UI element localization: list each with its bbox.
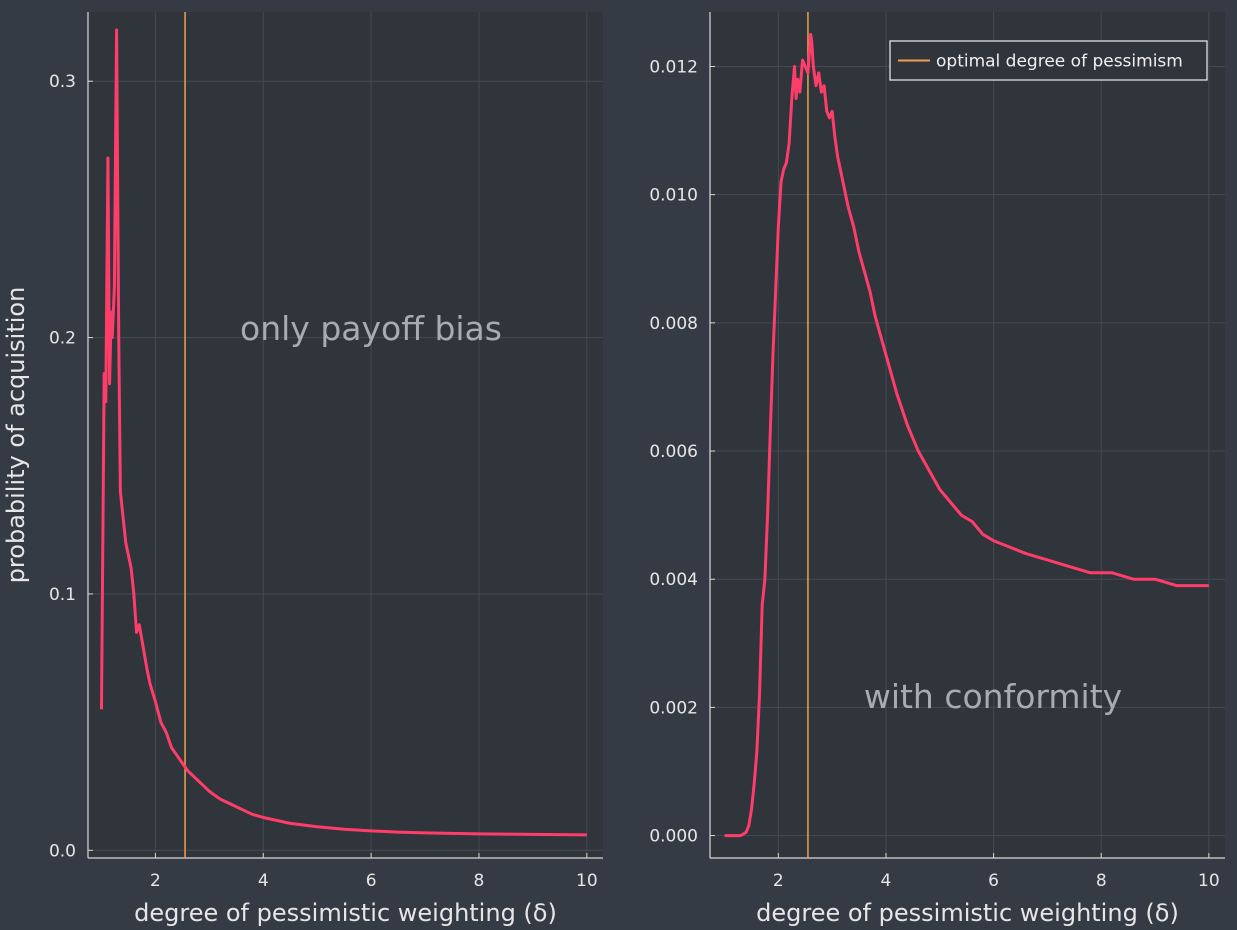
right-y-tick-label: 0.000 [649,827,698,847]
left-y-tick-label: 0.2 [49,329,76,349]
right-x-tick-label: 6 [988,871,999,891]
right-y-tick-label: 0.004 [649,570,698,590]
left-y-tick-label: 0.3 [49,72,76,92]
left-x-tick-label: 2 [150,871,161,891]
left-annotation: only payoff bias [240,309,502,348]
left-plot-panel: 2 4 6 8 10 0.0 0.1 0.2 0.3 only payoff bias degr… [2,12,603,927]
left-x-axis-label: degree of pessimistic weighting (δ) [134,899,557,927]
left-x-tick-label: 6 [366,871,377,891]
right-plot-panel: 2 4 6 8 10 0.000 0.002 0.004 0.006 0.008 0.010 0.01… [649,12,1225,927]
left-x-tick-label: 4 [258,871,269,891]
right-x-tick-label: 8 [1096,871,1107,891]
right-x-tick-label: 10 [1198,871,1220,891]
right-plot-area [710,12,1225,858]
right-tick-labels: 2 4 6 8 10 0.000 0.002 0.004 0.006 0.008 0.010 0.01… [649,57,1219,891]
left-y-tick-label: 0.0 [49,841,76,861]
left-x-tick-label: 8 [474,871,485,891]
legend: optimal degree of pessimism [889,40,1208,81]
left-tick-labels: 2 4 6 8 10 0.0 0.1 0.2 0.3 [49,72,598,891]
right-y-tick-label: 0.012 [649,57,698,77]
left-grid [88,12,603,858]
right-axes [709,12,1225,859]
legend-label: optimal degree of pessimism [936,52,1183,72]
right-y-tick-label: 0.008 [649,314,698,334]
left-axes [87,12,603,859]
right-annotation: with conformity [864,677,1122,716]
right-x-tick-label: 2 [773,871,784,891]
left-y-tick-label: 0.1 [49,585,76,605]
right-y-tick-label: 0.002 [649,698,698,718]
left-series-line [99,28,587,837]
right-x-tick-label: 4 [881,871,892,891]
right-x-axis-label: degree of pessimistic weighting (δ) [756,899,1179,927]
right-series-line [724,32,1209,838]
left-y-axis-label: probability of acquisition [2,287,30,584]
legend-box [889,40,1208,81]
right-y-tick-label: 0.006 [649,442,698,462]
left-plot-area [88,12,603,858]
right-y-tick-label: 0.010 [649,186,698,206]
left-x-tick-label: 10 [576,871,598,891]
